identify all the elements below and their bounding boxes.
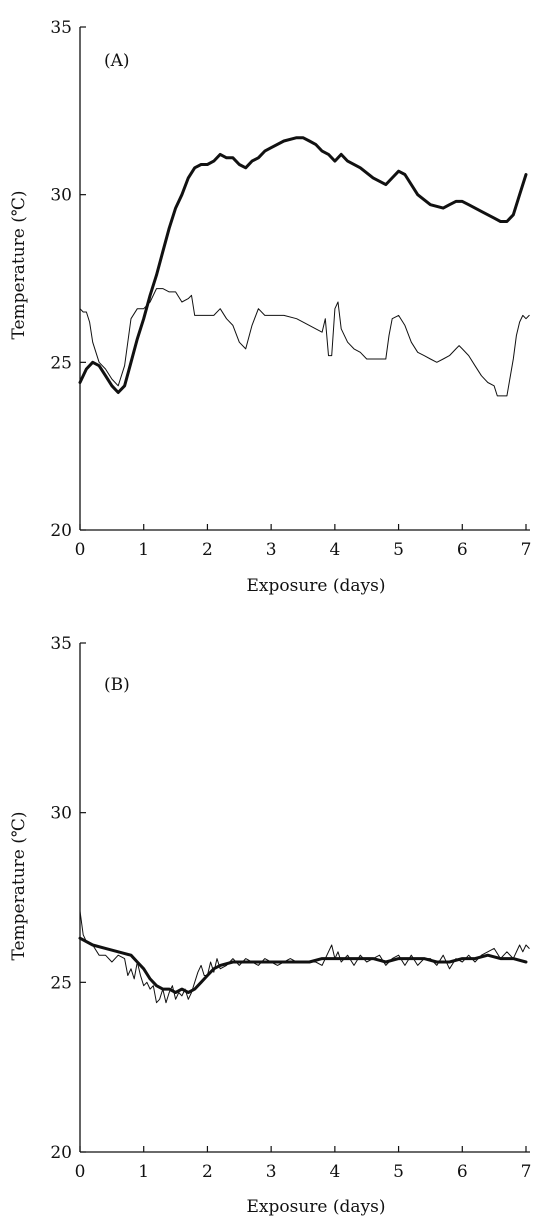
panel-a-label: (A)	[104, 51, 130, 71]
panel-a-y-ticks: 20 25 30 35	[50, 18, 86, 541]
x-tick-label: 0	[75, 540, 86, 560]
y-tick-label: 30	[50, 804, 72, 824]
x-tick-label: 2	[202, 540, 213, 560]
panel-a: 0 1 2 3 4 5 6 7 20 25 30 35 (A) Exposure (days) Te…	[9, 18, 531, 596]
panel-b-y-ticks: 20 25 30 35	[50, 634, 86, 1163]
y-tick-label: 35	[50, 18, 72, 38]
panel-a-series	[78, 136, 530, 397]
series-line-thin	[79, 910, 530, 1004]
x-tick-label: 5	[393, 1162, 404, 1182]
y-tick-label: 35	[50, 634, 72, 654]
x-tick-label: 4	[329, 1162, 340, 1182]
panel-a-y-axis-title: Temperature (℃)	[9, 190, 29, 339]
panel-b-x-axis-title: Exposure (days)	[247, 1197, 386, 1217]
x-tick-label: 0	[75, 1162, 86, 1182]
x-tick-label: 3	[266, 540, 277, 560]
series-line-thick	[78, 936, 528, 994]
x-tick-label: 2	[202, 1162, 213, 1182]
x-tick-label: 5	[393, 540, 404, 560]
y-tick-label: 20	[50, 1143, 72, 1163]
x-tick-label: 1	[138, 1162, 149, 1182]
panel-b-y-axis-title: Temperature (℃)	[9, 811, 29, 960]
x-tick-label: 7	[521, 540, 532, 560]
series-line-thin	[79, 288, 530, 397]
y-tick-label: 25	[50, 353, 72, 373]
x-tick-label: 1	[138, 540, 149, 560]
x-tick-label: 3	[266, 1162, 277, 1182]
panel-a-axes	[79, 27, 530, 531]
panel-a-x-axis-title: Exposure (days)	[247, 576, 386, 596]
x-tick-label: 4	[329, 540, 340, 560]
y-tick-label: 25	[50, 973, 72, 993]
x-tick-label: 6	[457, 540, 468, 560]
panel-b-axes	[79, 643, 530, 1153]
x-tick-label: 7	[521, 1162, 532, 1182]
panel-b-x-ticks: 0 1 2 3 4 5 6 7	[75, 1146, 532, 1182]
y-tick-label: 30	[50, 186, 72, 206]
panel-b-label: (B)	[104, 675, 130, 695]
panel-b: 0 1 2 3 4 5 6 7 20 25 30 35 (B) Exposure (days) Te…	[9, 634, 531, 1217]
panel-a-x-ticks: 0 1 2 3 4 5 6 7	[75, 524, 532, 560]
series-line-thick	[78, 136, 528, 394]
x-tick-label: 6	[457, 1162, 468, 1182]
y-tick-label: 20	[50, 521, 72, 541]
panel-b-series	[78, 910, 530, 1004]
